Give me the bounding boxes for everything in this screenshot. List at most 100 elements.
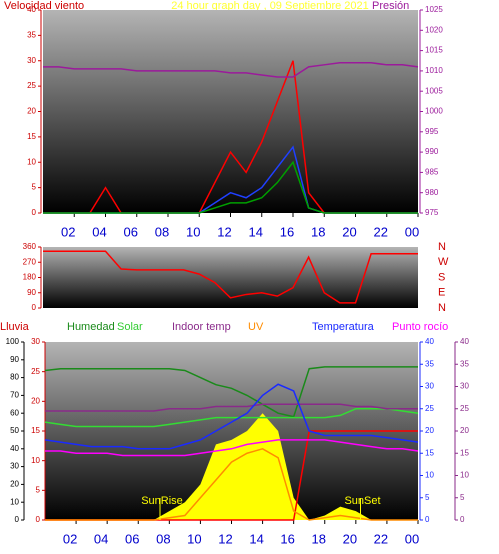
x-tick-label: 20: [342, 224, 356, 239]
y-tick-label: 1005: [425, 86, 443, 95]
legend-indoor: Indoor temp: [172, 321, 231, 333]
y-tick-label: 1000: [425, 107, 443, 116]
y-tick-label: 270: [23, 257, 37, 266]
y-tick-label: 360: [23, 242, 37, 251]
y-tick-label: 90: [27, 288, 36, 297]
line: [44, 408, 419, 428]
y-tick-label: 15: [460, 448, 469, 457]
annotation: SunSet: [344, 495, 380, 507]
y-tick-label: 10: [425, 471, 434, 480]
y-tick-label: 0: [425, 515, 430, 524]
x-tick-label: 22: [374, 224, 388, 239]
y-tick-label: 40: [425, 337, 434, 346]
y-tick-label: 5: [460, 493, 465, 502]
y-tick-label: 0: [460, 515, 465, 524]
compass-label: S: [438, 271, 445, 283]
y-tick-label: 40: [460, 337, 469, 346]
y-tick-label: 10: [27, 157, 36, 166]
x-tick-label: 14: [249, 531, 263, 546]
y-tick-label: 990: [425, 147, 439, 156]
line: [45, 447, 418, 521]
y-tick-label: 1015: [425, 46, 443, 55]
compass-label: W: [438, 256, 449, 268]
y-tick-label: 5: [36, 485, 41, 494]
x-tick-label: 10: [187, 531, 201, 546]
x-tick-label: 02: [63, 531, 77, 546]
y-tick-label: 1025: [425, 5, 443, 14]
x-tick-label: 02: [61, 224, 75, 239]
line: [45, 403, 418, 412]
y-tick-label: 0: [36, 515, 41, 524]
y-tick-label: 10: [31, 456, 40, 465]
compass-label: N: [438, 241, 446, 253]
y-tick-label: 985: [425, 168, 439, 177]
y-tick-label: 15: [31, 426, 40, 435]
y-tick-label: 100: [6, 337, 20, 346]
y-tick-label: 80: [10, 373, 19, 382]
line: [43, 62, 419, 78]
y-tick-label: 975: [425, 208, 439, 217]
y-tick-label: 50: [10, 426, 19, 435]
y-tick-label: 1020: [425, 25, 443, 34]
y-tick-label: 70: [10, 391, 19, 400]
legend-lluvia: Lluvia: [0, 321, 30, 333]
x-tick-label: 04: [94, 531, 108, 546]
y-tick-label: 0: [32, 208, 37, 217]
y-tick-label: 180: [23, 273, 37, 282]
y-tick-label: 30: [31, 337, 40, 346]
legend-temperatura: Temperatura: [312, 321, 375, 333]
y-tick-label: 20: [31, 396, 40, 405]
line: [43, 250, 418, 304]
y-tick-label: 20: [460, 426, 469, 435]
y-tick-label: 15: [425, 448, 434, 457]
y-tick-label: 30: [425, 382, 434, 391]
y-tick-label: 15: [27, 132, 36, 141]
pressure-label: Presión: [372, 0, 409, 12]
x-tick-label: 22: [374, 531, 388, 546]
y-tick-label: 30: [10, 462, 19, 471]
plot-background: [43, 247, 418, 308]
y-tick-label: 25: [31, 367, 40, 376]
y-tick-label: 40: [10, 444, 19, 453]
y-tick-label: 995: [425, 127, 439, 136]
y-tick-label: 35: [425, 359, 434, 368]
legend-rocio: Punto rocío: [392, 321, 448, 333]
x-tick-label: 18: [312, 531, 326, 546]
compass-label: N: [438, 302, 446, 314]
line: [44, 366, 418, 418]
x-tick-label: 16: [280, 531, 294, 546]
line: [44, 383, 419, 450]
y-tick-label: 10: [10, 497, 19, 506]
y-tick-label: 20: [10, 480, 19, 489]
wind-label: Velocidad viento: [4, 0, 84, 12]
y-tick-label: 30: [27, 56, 36, 65]
legend-uv: UV: [248, 321, 264, 333]
compass-label: E: [438, 287, 445, 299]
y-tick-label: 35: [460, 359, 469, 368]
chart-title: 24 hour graph day , 09 Septiembre 2021: [171, 0, 369, 12]
area: [45, 413, 418, 520]
annotation: SunRise: [141, 495, 183, 507]
plot-background: [43, 10, 418, 213]
y-tick-label: 90: [10, 355, 19, 364]
y-tick-label: 25: [27, 81, 36, 90]
line: [43, 160, 418, 214]
x-tick-label: 16: [280, 224, 294, 239]
y-tick-label: 25: [425, 404, 434, 413]
x-tick-label: 04: [92, 224, 106, 239]
y-tick-label: 10: [460, 471, 469, 480]
y-tick-label: 25: [460, 404, 469, 413]
x-tick-label: 18: [311, 224, 325, 239]
x-tick-label: 00: [405, 224, 419, 239]
y-tick-label: 0: [32, 303, 37, 312]
y-tick-label: 20: [27, 107, 36, 116]
y-tick-label: 0: [15, 515, 20, 524]
x-tick-label: 14: [249, 224, 263, 239]
y-tick-label: 5: [425, 493, 430, 502]
y-tick-label: 60: [10, 408, 19, 417]
legend-solar: Solar: [117, 321, 143, 333]
y-tick-label: 5: [32, 183, 37, 192]
y-tick-label: 20: [425, 426, 434, 435]
legend-humedad: Humedad: [67, 321, 115, 333]
